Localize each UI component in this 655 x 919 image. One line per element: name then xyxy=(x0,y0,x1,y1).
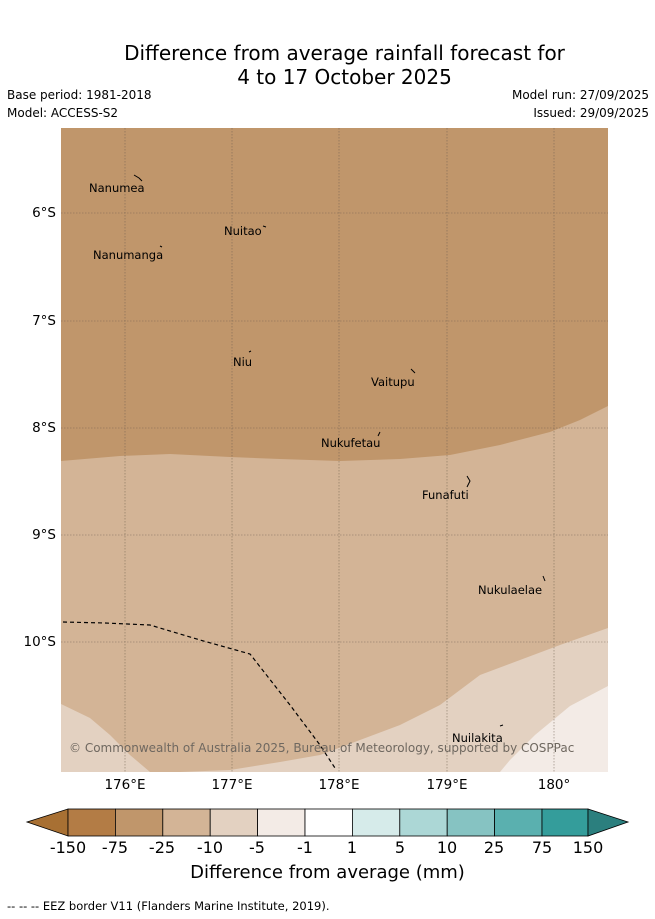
island-nuilakita-icon xyxy=(499,724,504,727)
island-nukufetau-icon xyxy=(377,431,381,437)
colorbar-bin-10 xyxy=(494,808,543,837)
eez-footnote: -- -- -- EEZ border V11 (Flanders Marine… xyxy=(7,899,330,913)
model-name: Model: ACCESS-S2 xyxy=(7,106,119,120)
lat-label-7s: 7°S xyxy=(32,313,56,329)
lat-label-6s: 6°S xyxy=(32,205,56,221)
place-label-funafuti: Funafuti xyxy=(422,488,469,502)
colorbar-bin-3 xyxy=(162,808,211,837)
lat-label-8s: 8°S xyxy=(32,420,56,436)
issued-date: Issued: 29/09/2025 xyxy=(533,106,649,120)
colorbar-title: Difference from average (mm) xyxy=(190,862,465,883)
model-run: Model run: 27/09/2025 xyxy=(511,88,649,102)
place-label-nanumea: Nanumea xyxy=(89,181,145,195)
place-label-nukufetau: Nukufetau xyxy=(321,436,381,450)
island-marks xyxy=(133,174,546,727)
eez-border xyxy=(62,621,336,769)
colorbar-bin-4 xyxy=(209,808,258,837)
colorbar-tick-label: -1 xyxy=(297,838,313,857)
place-label-nanumanga: Nanumanga xyxy=(93,248,164,262)
place-label-vaitupu: Vaitupu xyxy=(371,375,415,389)
island-nanumea-icon xyxy=(133,174,143,182)
place-label-niu: Niu xyxy=(233,355,253,369)
colorbar xyxy=(25,808,630,837)
title-line-1: Difference from average rainfall forecas… xyxy=(124,41,565,65)
island-nuitao-icon xyxy=(262,225,267,228)
base-period: Base period: 1981-2018 xyxy=(7,88,152,102)
colorbar-tick-label: 75 xyxy=(531,838,553,857)
colorbar-tick-label: 1 xyxy=(346,838,358,857)
colorbar-tick-label: -25 xyxy=(148,838,176,857)
copyright-notice: © Commonwealth of Australia 2025, Bureau… xyxy=(69,741,575,755)
lon-label-180: 180° xyxy=(537,777,571,793)
colorbar-bin-6 xyxy=(304,808,353,837)
place-label-nukulaelae: Nukulaelae xyxy=(478,583,543,597)
island-niu-icon xyxy=(248,350,252,353)
colorbar-tick-label: 10 xyxy=(436,838,458,857)
colorbar-extend-low xyxy=(25,808,69,837)
lon-label-179e: 179°E xyxy=(426,777,468,793)
lat-label-10s: 10°S xyxy=(23,634,57,650)
colorbar-tick-label: -10 xyxy=(196,838,224,857)
colorbar-tick-label: -150 xyxy=(49,838,87,857)
island-nanumanga-icon xyxy=(159,245,163,248)
colorbar-bin-2 xyxy=(115,808,164,837)
title-line-2: 4 to 17 October 2025 xyxy=(237,65,452,89)
island-funafuti-icon xyxy=(466,475,471,488)
colorbar-tick-label: -75 xyxy=(101,838,129,857)
colorbar-bin-7 xyxy=(351,808,401,837)
colorbar-bin-8 xyxy=(399,808,448,837)
colorbar-bin-9 xyxy=(446,808,496,837)
map-region-minus75-minus25 xyxy=(61,128,608,461)
place-label-nuitao: Nuitao xyxy=(224,224,262,238)
lon-label-178e: 178°E xyxy=(318,777,360,793)
lat-label-9s: 9°S xyxy=(32,527,56,543)
colorbar-tick-label: 150 xyxy=(572,838,604,857)
colorbar-bin-11 xyxy=(541,808,589,837)
island-nukulaelae-icon xyxy=(542,575,546,582)
colorbar-tick-label: -5 xyxy=(249,838,265,857)
island-vaitupu-icon xyxy=(410,368,416,374)
colorbar-bin-5 xyxy=(257,808,306,837)
colorbar-tick-label: 5 xyxy=(394,838,406,857)
colorbar-extend-high xyxy=(587,808,630,837)
lon-label-177e: 177°E xyxy=(211,777,253,793)
colorbar-tick-label: 25 xyxy=(483,838,505,857)
map-gridlines xyxy=(61,128,608,772)
colorbar-bin-1 xyxy=(67,808,116,837)
place-label-nuilakita: Nuilakita xyxy=(452,731,503,745)
lon-label-176e: 176°E xyxy=(104,777,146,793)
